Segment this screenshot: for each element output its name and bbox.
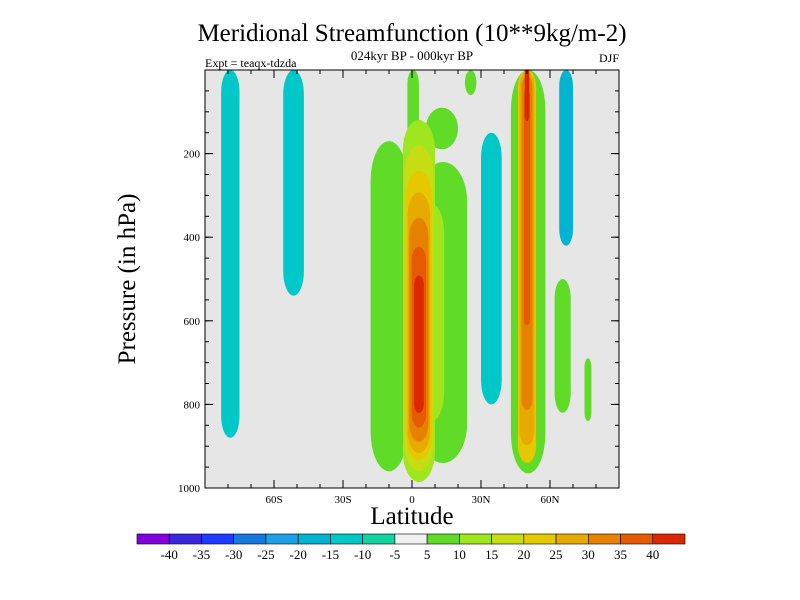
contour-nh-cell-east-green — [554, 279, 571, 413]
colorbar-label: 15 — [485, 547, 498, 562]
x-tick-label: 30N — [472, 494, 491, 506]
colorbar-swatch — [136, 533, 170, 545]
contour-nh-cell-core-band-3 — [523, 89, 531, 326]
colorbar-label: -35 — [193, 547, 210, 562]
y-tick-label: 600 — [184, 316, 201, 328]
x-axis: 60S 30S 0 30N 60N — [227, 70, 597, 506]
contour-eq-main-cell-band-6 — [414, 275, 424, 413]
colorbar-swatch — [587, 533, 621, 545]
colorbar-swatch — [555, 533, 589, 545]
contour-green-sh-flank — [370, 141, 408, 472]
colorbar-label: -10 — [354, 547, 371, 562]
colorbar-label: -25 — [257, 547, 274, 562]
colorbar-swatch — [426, 533, 460, 545]
season-label: DJF — [599, 51, 619, 65]
colorbar-swatch — [523, 533, 557, 545]
colorbar-swatch — [330, 533, 363, 545]
x-tick-label: 60N — [541, 494, 560, 506]
colorbar-label: 5 — [424, 547, 431, 562]
colorbar-swatch — [459, 533, 492, 545]
colorbar-label: -40 — [161, 547, 178, 562]
colorbar-swatch — [652, 533, 686, 545]
colorbar-swatch — [233, 533, 267, 545]
colorbar-label: 10 — [453, 547, 466, 562]
contour-sh-cell-west — [221, 70, 240, 438]
colorbar-label: -5 — [389, 547, 400, 562]
colorbar-swatch — [491, 533, 525, 545]
colorbar-label: -30 — [225, 547, 242, 562]
y-tick-label: 200 — [184, 149, 201, 161]
colorbar-label: 30 — [582, 547, 595, 562]
contour-sh-cell-mid — [283, 70, 304, 296]
colorbar-label: -20 — [290, 547, 307, 562]
colorbar-swatch — [297, 533, 331, 545]
contour-green-top-nh — [425, 107, 458, 150]
colorbar-label: 35 — [614, 547, 627, 562]
colorbar-label: 40 — [646, 547, 659, 562]
x-tick-label: 60S — [265, 494, 282, 506]
contour-green-patch-upper — [464, 70, 477, 96]
colorbar-swatch — [201, 533, 235, 545]
y-axis-label: Pressure (in hPa) — [114, 194, 141, 365]
colorbar-label: 20 — [517, 547, 530, 562]
colorbar-swatch — [362, 533, 396, 545]
contour-nh-cell-east — [559, 70, 573, 246]
contour-nh-cell-core-band-4 — [524, 70, 530, 122]
colorbar-label: 25 — [550, 547, 563, 562]
colorbar-swatch — [394, 533, 428, 545]
x-tick-label: 30S — [334, 494, 351, 506]
y-axis: 200 400 600 800 1000 — [178, 90, 619, 495]
y-tick-label: 1000 — [178, 483, 201, 495]
plot-area — [204, 69, 620, 489]
experiment-label: Expt = teaqx-tdzda — [205, 56, 297, 70]
contour-fills — [221, 70, 592, 482]
colorbar-label: -15 — [322, 547, 339, 562]
chart-subtitle: 024kyr BP - 000kyr BP — [351, 48, 473, 63]
colorbar-swatch — [620, 533, 654, 545]
x-axis-label: Latitude — [370, 503, 453, 530]
contour-nh-cell-cyan — [481, 132, 502, 405]
colorbar-swatch — [168, 533, 202, 545]
colorbar: -40 -35 -30 -25 -20 -15 -10 -5 5 10 15 20 25 30 35 40 — [136, 533, 686, 562]
x-tick-label: 0 — [409, 494, 415, 506]
contour-green-small-east — [584, 358, 592, 422]
y-tick-label: 400 — [184, 232, 201, 244]
y-tick-label: 800 — [184, 399, 201, 411]
colorbar-swatch — [265, 533, 299, 545]
chart-title: Meridional Streamfunction (10**9kg/m-2) — [197, 20, 626, 47]
